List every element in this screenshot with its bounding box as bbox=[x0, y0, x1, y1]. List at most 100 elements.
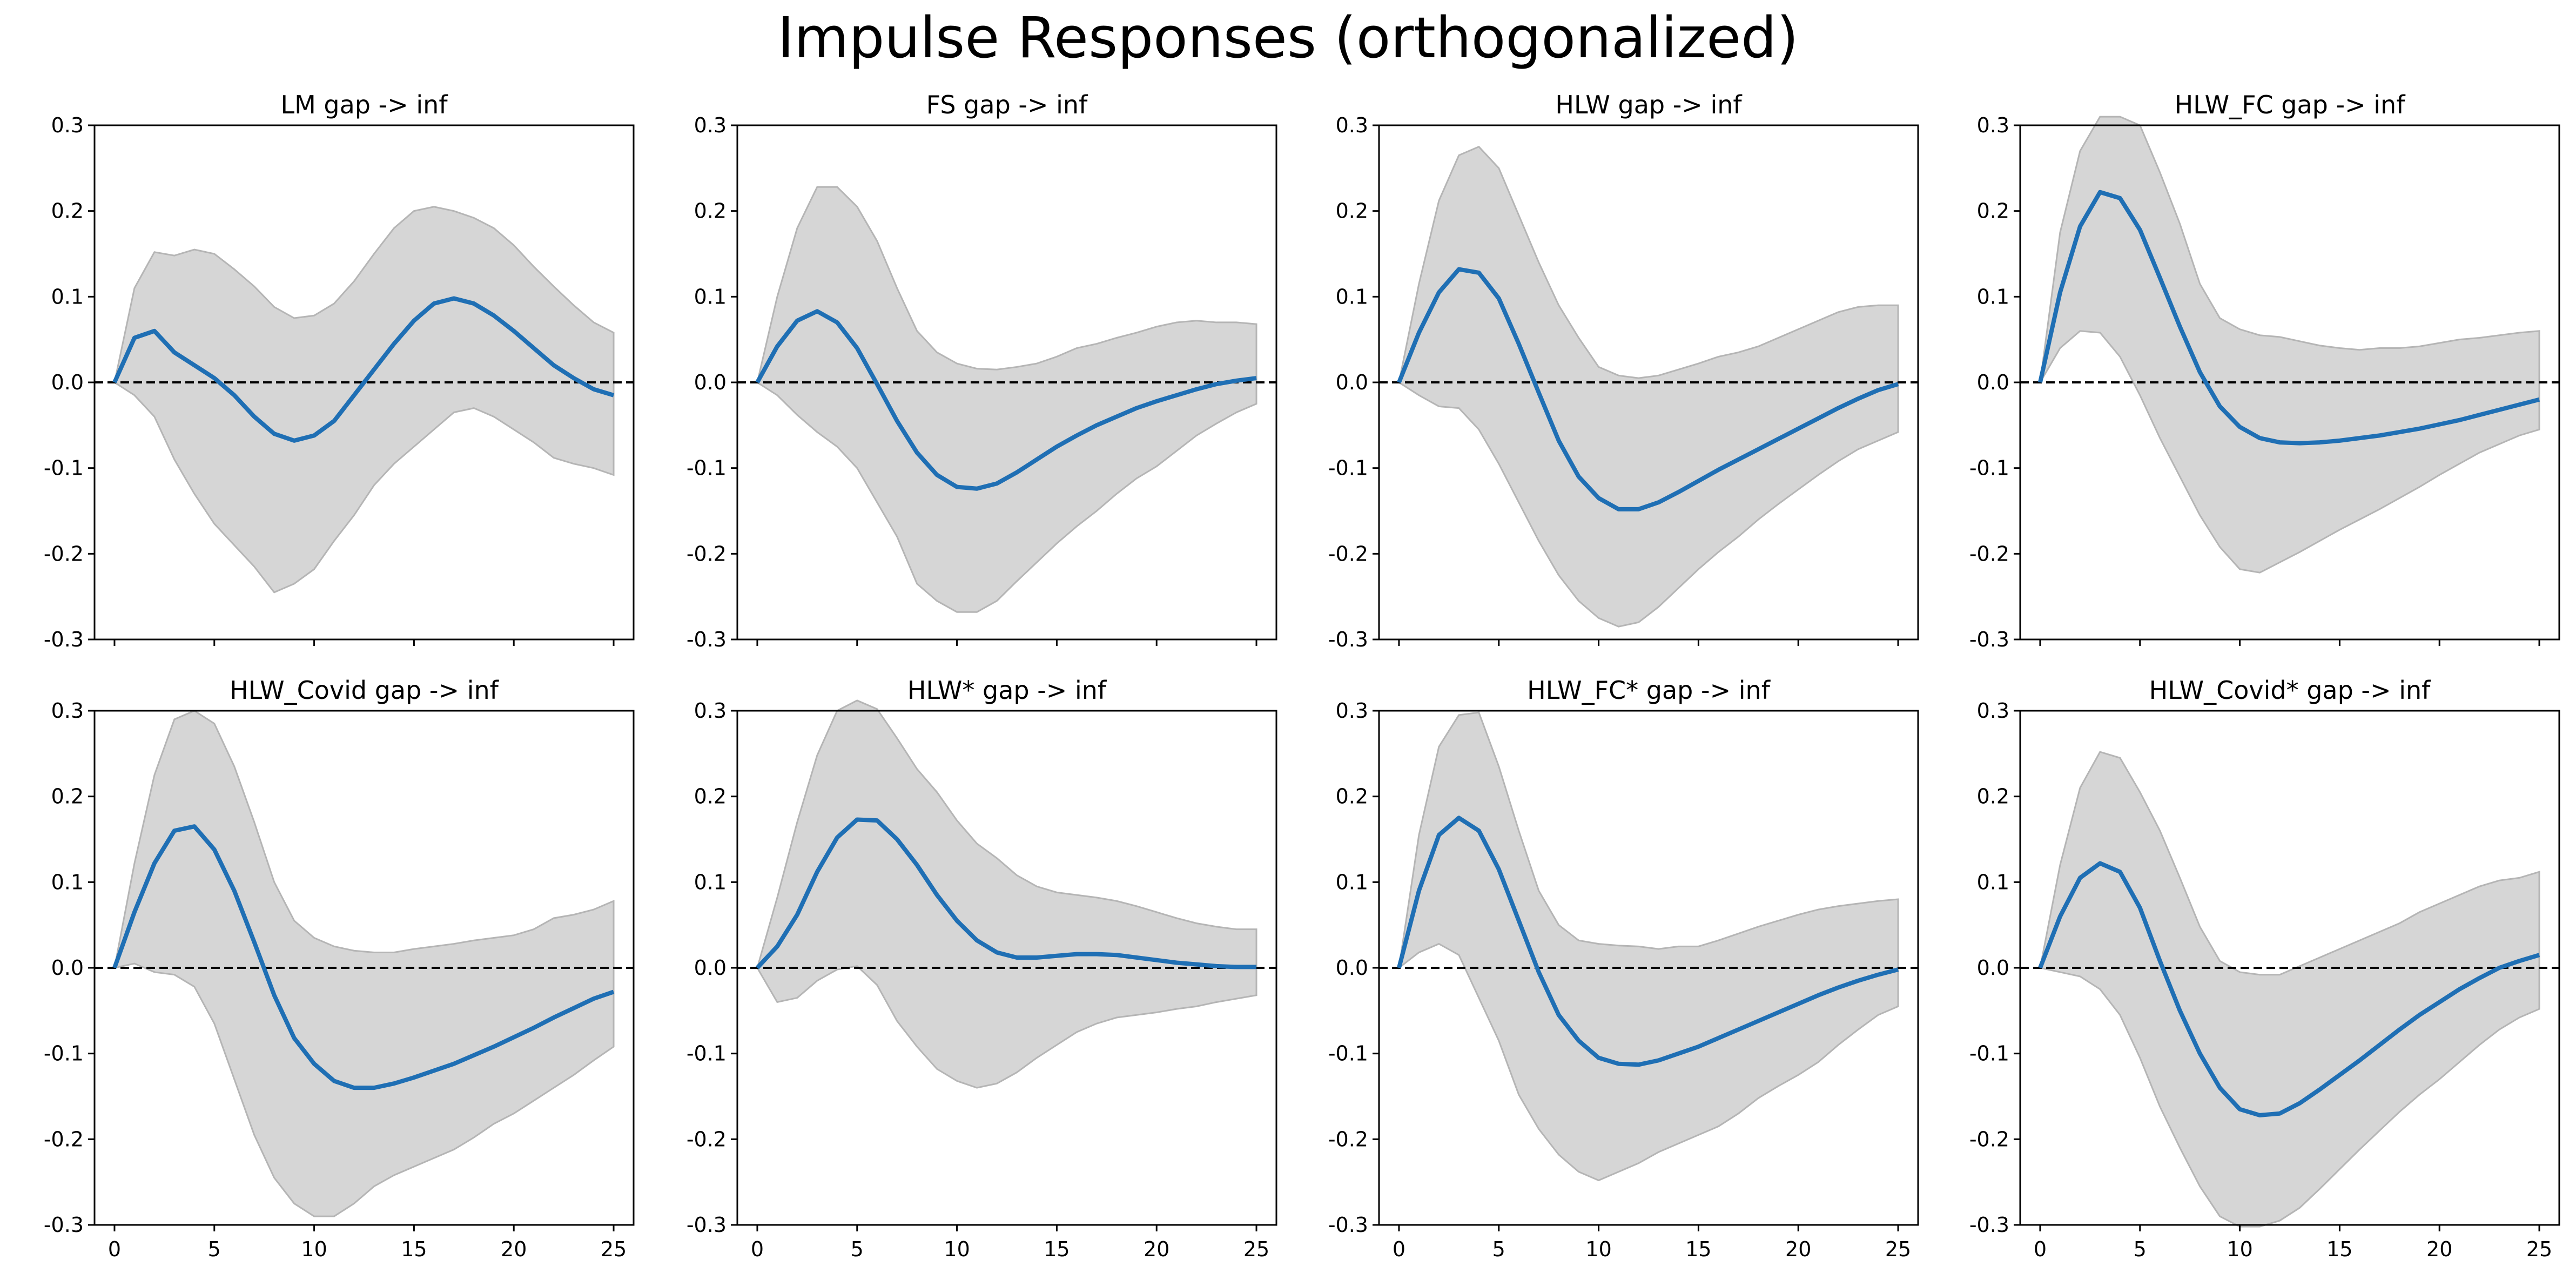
x-tick-label: 15 bbox=[401, 1237, 427, 1261]
y-tick-label: 0.2 bbox=[51, 199, 84, 223]
y-tick-label: 0.1 bbox=[1336, 285, 1368, 308]
x-tick-label: 25 bbox=[2526, 1237, 2552, 1261]
confidence-band bbox=[756, 699, 1257, 1089]
y-tick-label: 0.0 bbox=[51, 956, 84, 980]
x-tick-label: 10 bbox=[2227, 1237, 2252, 1261]
y-tick-label: 0.0 bbox=[1977, 370, 2009, 394]
subplot-8: HLW_Covid* gap -> inf -0.3 -0.2 -0.1 0.0 0.1 0… bbox=[1969, 676, 2560, 1261]
y-tick-label: -0.3 bbox=[1328, 628, 1368, 651]
y-tick-label: -0.3 bbox=[1969, 628, 2009, 651]
y-tick-label: 0.2 bbox=[51, 785, 84, 809]
y-tick-label: -0.1 bbox=[687, 1042, 727, 1066]
y-tick-label: 0.0 bbox=[694, 956, 727, 980]
y-tick-label: 0.0 bbox=[1336, 956, 1368, 980]
response-line bbox=[2038, 190, 2540, 446]
subplot-title: HLW_FC gap -> inf bbox=[2175, 90, 2406, 119]
x-tick-label: 15 bbox=[1685, 1237, 1711, 1261]
y-tick-label: -0.1 bbox=[1969, 1042, 2009, 1066]
y-tick-label: 0.3 bbox=[51, 699, 84, 723]
x-tick-label: 10 bbox=[301, 1237, 327, 1261]
y-tick-label: -0.2 bbox=[687, 542, 727, 565]
y-tick-label: 0.3 bbox=[694, 113, 727, 137]
y-tick-label: 0.2 bbox=[694, 199, 727, 223]
subplot-4: HLW_FC gap -> inf -0.3 -0.2 -0.1 0.0 0.1 0.2 0.… bbox=[1969, 90, 2560, 651]
y-tick-label: -0.2 bbox=[44, 542, 84, 565]
figure-title: Impulse Responses (orthogonalized) bbox=[777, 5, 1799, 71]
response-line bbox=[112, 824, 615, 1090]
y-tick-label: 0.3 bbox=[1977, 113, 2009, 137]
y-tick-label: 0.1 bbox=[694, 285, 727, 308]
y-tick-label: 0.3 bbox=[1336, 113, 1368, 137]
y-tick-label: 0.2 bbox=[1336, 785, 1368, 809]
response-line bbox=[1397, 267, 1899, 511]
y-tick-label: 0.0 bbox=[694, 370, 727, 394]
subplot-title: HLW_Covid* gap -> inf bbox=[2149, 676, 2431, 705]
y-tick-label: -0.1 bbox=[1328, 456, 1368, 480]
subplot-title: LM gap -> inf bbox=[280, 90, 448, 119]
y-tick-label: 0.2 bbox=[1977, 785, 2009, 809]
y-tick-label: 0.3 bbox=[51, 113, 84, 137]
subplot-1: LM gap -> inf -0.3 -0.2 -0.1 0.0 0.1 0.2 0.3 bbox=[44, 90, 635, 651]
confidence-band bbox=[113, 710, 615, 1217]
y-tick-label: 0.3 bbox=[694, 699, 727, 723]
y-tick-label: 0.2 bbox=[1977, 199, 2009, 223]
subplot-title: HLW_Covid gap -> inf bbox=[230, 676, 499, 705]
y-tick-label: -0.1 bbox=[687, 456, 727, 480]
y-tick-label: -0.2 bbox=[1328, 1127, 1368, 1151]
x-tick-label: 5 bbox=[208, 1237, 221, 1261]
confidence-band bbox=[2039, 116, 2540, 574]
x-tick-label: 5 bbox=[1492, 1237, 1505, 1261]
y-tick-label: -0.2 bbox=[1969, 1127, 2009, 1151]
subplot-title: FS gap -> inf bbox=[926, 90, 1088, 119]
x-tick-label: 20 bbox=[501, 1237, 527, 1261]
x-tick-label: 25 bbox=[601, 1237, 627, 1261]
x-tick-label: 0 bbox=[2034, 1237, 2047, 1261]
y-tick-label: 0.1 bbox=[1977, 285, 2009, 308]
y-tick-label: -0.1 bbox=[44, 456, 84, 480]
x-tick-label: 5 bbox=[2134, 1237, 2147, 1261]
y-tick-label: 0.0 bbox=[51, 370, 84, 394]
y-tick-label: 0.1 bbox=[1977, 870, 2009, 894]
confidence-band bbox=[1398, 145, 1899, 628]
y-tick-label: -0.3 bbox=[44, 1213, 84, 1237]
response-line bbox=[112, 296, 615, 443]
x-tick-label: 20 bbox=[2426, 1237, 2452, 1261]
y-tick-label: -0.2 bbox=[687, 1127, 727, 1151]
x-tick-label: 20 bbox=[1144, 1237, 1169, 1261]
subplot-title: HLW_FC* gap -> inf bbox=[1527, 676, 1771, 705]
subplot-6: HLW* gap -> inf -0.3 -0.2 -0.1 0.0 0.1 0.2 0.3 0… bbox=[687, 676, 1277, 1261]
y-tick-label: 0.3 bbox=[1336, 699, 1368, 723]
subplot-title: HLW gap -> inf bbox=[1555, 90, 1743, 119]
subplot-7: HLW_FC* gap -> inf -0.3 -0.2 -0.1 0.0 0.1 0.2 0… bbox=[1328, 676, 1919, 1261]
x-tick-label: 20 bbox=[1785, 1237, 1811, 1261]
y-tick-label: 0.0 bbox=[1977, 956, 2009, 980]
x-tick-label: 0 bbox=[1393, 1237, 1405, 1261]
x-tick-label: 10 bbox=[1585, 1237, 1611, 1261]
y-tick-label: 0.1 bbox=[1336, 870, 1368, 894]
y-tick-label: -0.1 bbox=[1328, 1042, 1368, 1066]
subplot-3: HLW gap -> inf -0.3 -0.2 -0.1 0.0 0.1 0.2 0.3 bbox=[1328, 90, 1919, 651]
subplot-5: HLW_Covid gap -> inf -0.3 -0.2 -0.1 0.0 0.1 0.… bbox=[44, 676, 635, 1261]
x-tick-label: 5 bbox=[851, 1237, 864, 1261]
y-tick-label: 0.3 bbox=[1977, 699, 2009, 723]
y-tick-label: -0.1 bbox=[1969, 456, 2009, 480]
x-tick-label: 25 bbox=[1243, 1237, 1269, 1261]
y-tick-label: -0.3 bbox=[1328, 1213, 1368, 1237]
x-tick-label: 0 bbox=[751, 1237, 764, 1261]
x-tick-label: 10 bbox=[944, 1237, 970, 1261]
y-tick-label: -0.3 bbox=[1969, 1213, 2009, 1237]
response-line bbox=[756, 817, 1257, 969]
y-tick-label: -0.3 bbox=[687, 1213, 727, 1237]
subplot-title: HLW* gap -> inf bbox=[907, 676, 1107, 705]
y-tick-label: 0.1 bbox=[51, 285, 84, 308]
response-line bbox=[755, 309, 1257, 491]
y-tick-label: 0.2 bbox=[694, 785, 727, 809]
y-tick-label: -0.3 bbox=[44, 628, 84, 651]
confidence-band bbox=[756, 186, 1257, 613]
confidence-band bbox=[1397, 711, 1899, 1182]
y-tick-label: -0.3 bbox=[687, 628, 727, 651]
confidence-band bbox=[2039, 751, 2540, 1228]
y-tick-label: 0.2 bbox=[1336, 199, 1368, 223]
y-tick-label: -0.2 bbox=[44, 1127, 84, 1151]
y-tick-label: 0.1 bbox=[694, 870, 727, 894]
